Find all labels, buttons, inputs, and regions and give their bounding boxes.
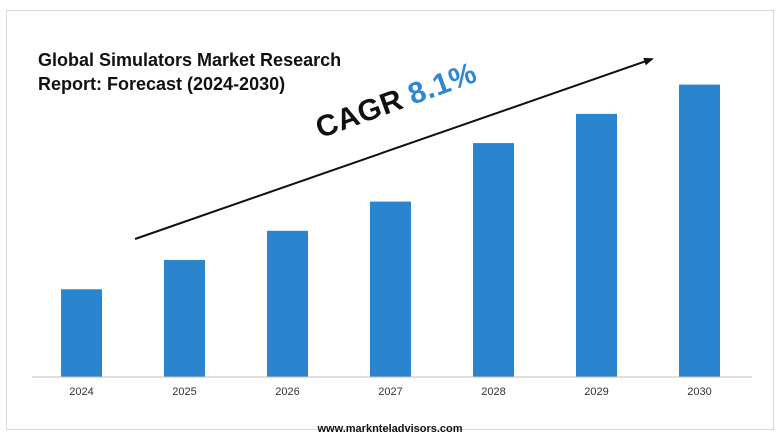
bar-2025 (164, 260, 205, 377)
x-tick-label-2028: 2028 (481, 386, 505, 398)
bar-2028 (473, 143, 514, 377)
bar-2026 (267, 230, 308, 377)
footer-url: www.marknteladvisors.com (317, 423, 463, 435)
chart-title-line-2: Report: Forecast (2024-2030) (38, 74, 286, 94)
chart-title: Global Simulators Market Research Report… (38, 48, 368, 96)
x-tick-label-2027: 2027 (378, 386, 402, 398)
chart-title-line-1: Global Simulators Market Research (38, 50, 342, 70)
x-tick-label-2024: 2024 (69, 386, 93, 398)
x-tick-labels: 2024 2025 2026 2027 2028 2029 2030 (69, 386, 711, 398)
bar-2027 (370, 201, 411, 377)
bars-group (61, 84, 720, 377)
x-tick-label-2029: 2029 (584, 386, 608, 398)
bar-2024 (61, 289, 102, 377)
x-tick-label-2025: 2025 (172, 386, 196, 398)
bar-2029 (576, 113, 617, 377)
growth-trend-arrow (134, 57, 654, 240)
x-tick-label-2030: 2030 (687, 386, 711, 398)
bar-2030 (679, 84, 720, 377)
x-tick-label-2026: 2026 (275, 386, 299, 398)
